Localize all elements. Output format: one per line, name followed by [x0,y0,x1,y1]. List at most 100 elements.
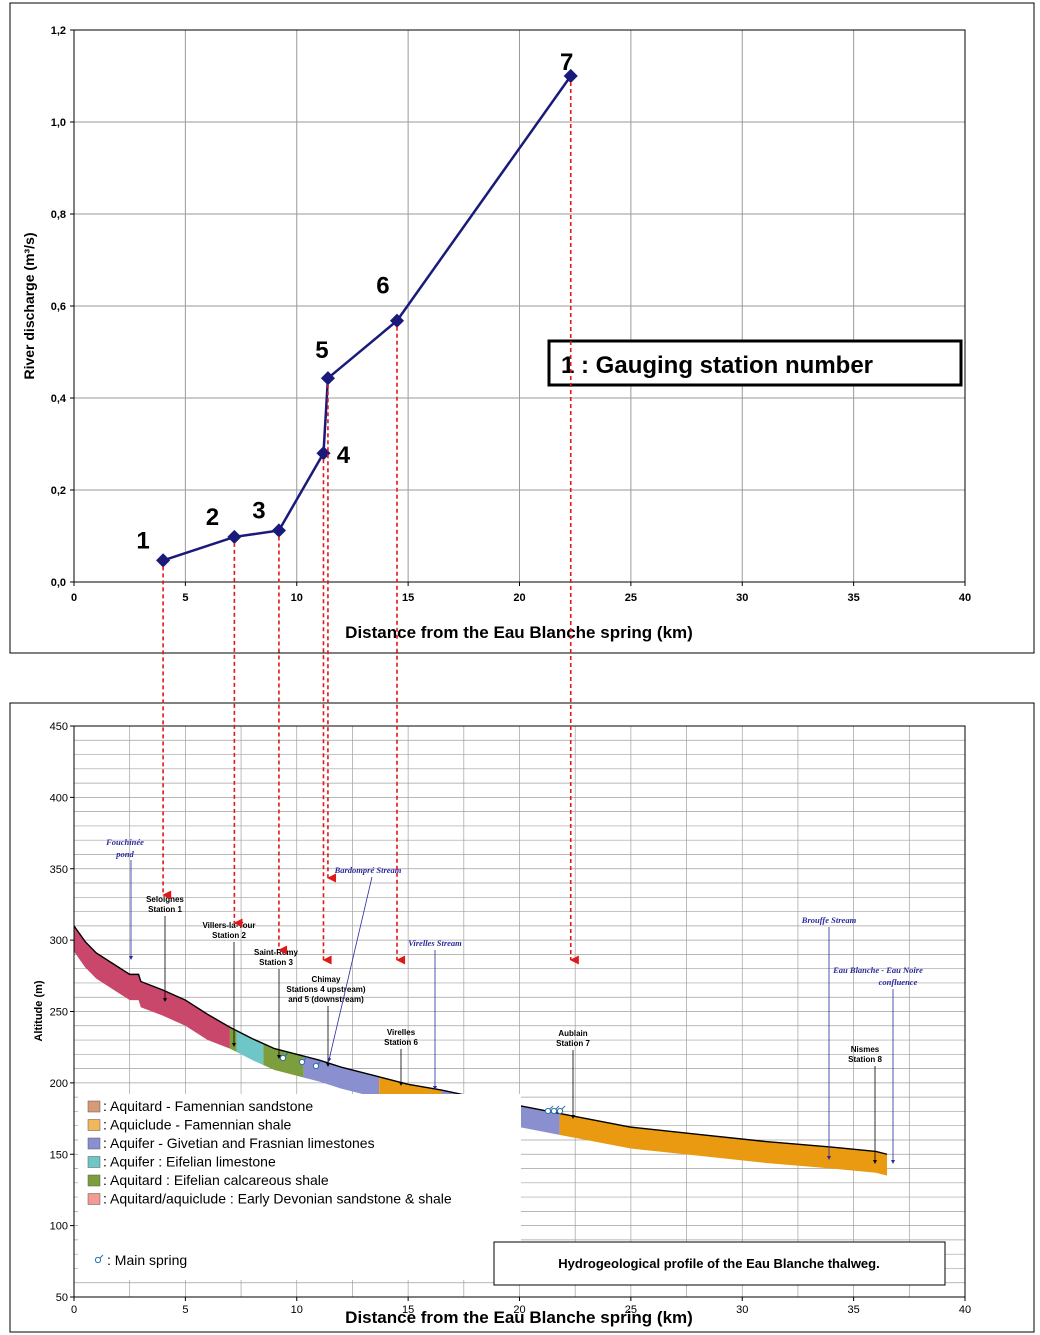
y-tick-label: 150 [50,1149,68,1161]
data-point [316,446,331,461]
geologic-unit [229,1027,237,1053]
station-number-label: 7 [560,49,573,76]
legend-label: : Aquitard/aquiclude : Early Devonian sa… [103,1191,452,1207]
legend-label: : Aquitard - Famennian sandstone [103,1098,313,1114]
legend-swatch [87,1174,101,1187]
x-tick-label: 0 [71,592,77,604]
station-number-label: 2 [206,504,219,531]
stream-label: Bardompré Stream [334,865,402,875]
y-tick-label: 0,2 [51,485,66,497]
x-tick-label: 20 [513,1304,525,1316]
x-tick-label: 10 [291,592,303,604]
station-number-label: 3 [252,497,265,524]
data-point [320,371,336,386]
thalweg-surface-line [73,925,888,1155]
y-tick-label: 200 [50,1078,68,1090]
spring-icon [279,1052,289,1062]
data-point [156,553,171,568]
y-tick-label: 450 [50,721,68,733]
legend-swatch [87,1100,101,1113]
spring-legend-label: : Main spring [107,1252,187,1268]
legend-swatch [87,1193,101,1205]
x-tick-label: 35 [848,592,860,604]
station-label: Nismes [851,1045,880,1054]
geologic-unit [74,925,230,1049]
profile-title-box: Hydrogeological profile of the Eau Blanc… [493,1241,946,1286]
geologic-unit [236,1030,264,1066]
y-tick-label: 0,4 [51,393,67,405]
y-tick-label: 0,8 [51,209,66,221]
data-point [563,68,578,84]
spring-legend-icon [94,1254,104,1264]
spring-icon [556,1105,566,1115]
legend-label: : Aquiclude - Famennian shale [103,1117,292,1133]
station-number-label: 5 [315,337,328,364]
station-label: Virelles [387,1028,416,1037]
legend-swatch [87,1119,101,1131]
data-point [271,523,287,538]
spring-markers [279,1052,566,1115]
legend-label: : Aquifer - Givetian and Frasnian limest… [103,1135,375,1151]
gauging-station-legend-text: 1 : Gauging station number [561,352,873,379]
legend-swatch [87,1156,101,1168]
station-number-label: 6 [376,273,389,300]
spring-icon [298,1056,308,1066]
station-number-label: 1 [136,527,149,554]
x-tick-label: 15 [402,592,414,604]
station-label: Aublain [558,1029,587,1038]
discharge-panel-frame [9,2,1035,654]
x-tick-label: 0 [71,1304,77,1316]
station-label: Chimay [312,975,341,984]
y-tick-label: 400 [50,792,68,804]
discharge-series: 1 2 3 4 5 6 7 [136,49,578,568]
stream-label: pond [115,849,134,859]
station-label: Stations 4 upstream) [286,985,365,994]
stream-label: Brouffe Stream [801,915,857,925]
stream-label: Fouchinée [105,837,144,847]
stream-label: Virelles Stream [408,938,462,948]
station-label: Seloignes [146,895,184,904]
station-label: Saint-Remy [254,948,299,957]
stream-arrow [327,876,373,1062]
y-tick-label: 1,0 [51,117,66,129]
x-tick-label: 30 [736,592,748,604]
y-tick-label: 350 [50,864,68,876]
geologic-unit [303,1056,380,1099]
gauging-station-legend-box: 1 : Gauging station number [547,339,963,387]
x-tick-label: 30 [736,1304,748,1316]
y-tick-label: 300 [50,935,68,947]
spring-icon [544,1105,554,1115]
profile-legend: : Aquitard - Famennian sandstone : Aquicl… [78,1094,521,1280]
profile-x-ticks: 0 5 10 15 20 25 30 35 40 [71,1297,971,1316]
x-tick-label: 25 [625,592,637,604]
station-label: Villers-la-Tour [202,921,255,930]
station-label: Station 7 [556,1039,590,1048]
x-tick-label: 5 [182,592,188,604]
stream-annotations: Fouchinée pond Bardompré Stream Virelles… [105,837,923,1164]
y-tick-label: 1,2 [51,25,66,37]
legend-label: : Aquitard : Eifelian calcareous shale [103,1172,329,1188]
legend-swatch [87,1137,101,1150]
profile-x-axis-label: Distance from the Eau Blanche spring (km… [345,1308,693,1327]
x-tick-label: 20 [513,592,525,604]
profile-title: Hydrogeological profile of the Eau Blanc… [558,1256,879,1271]
legend-label: : Aquifer : Eifelian limestone [103,1154,276,1170]
x-tick-label: 35 [848,1304,860,1316]
station-label: Station 2 [212,931,246,940]
x-tick-label: 40 [959,592,971,604]
x-tick-label: 5 [182,1304,188,1316]
legend-background [78,1094,521,1280]
station-label: Station 3 [259,958,293,967]
spring-icon [312,1060,322,1070]
stream-label: confluence [879,977,918,987]
x-tick-label: 10 [291,1304,303,1316]
y-tick-label: 250 [50,1007,68,1019]
station-label: Station 1 [148,905,182,914]
station-number-label: 4 [337,442,351,469]
discharge-y-axis-label: River discharge (m³/s) [21,232,37,379]
discharge-y-ticks: 0,0 0,2 0,4 0,6 0,8 1,0 1,2 [51,25,74,589]
y-tick-label: 0,0 [51,577,66,589]
data-point [227,529,242,544]
discharge-x-ticks: 0 5 10 15 20 25 30 35 40 [71,582,971,604]
